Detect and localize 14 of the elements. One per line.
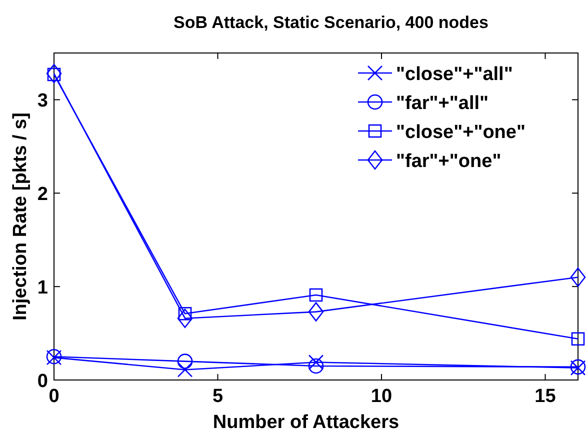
y-tick-label: 0 (37, 371, 48, 392)
y-tick-label: 1 (37, 278, 48, 299)
x-tick-label: 5 (212, 386, 224, 407)
x-tick-label: 10 (370, 386, 392, 407)
legend-label: "far"+"all" (396, 93, 489, 114)
x-axis-title: Number of Attackers (212, 412, 400, 433)
legend-label: "close"+"all" (396, 64, 513, 85)
legend-label: "far"+"one" (396, 151, 502, 172)
y-tick-label: 3 (37, 90, 48, 112)
y-axis-title: Injection Rate [pkts / s] (10, 112, 31, 320)
x-tick-label: 15 (534, 386, 556, 407)
chart-title: SoB Attack, Static Scenario, 400 nodes (174, 13, 488, 32)
y-tick-label: 2 (37, 184, 48, 206)
legend-label: "close"+"one" (396, 122, 526, 143)
